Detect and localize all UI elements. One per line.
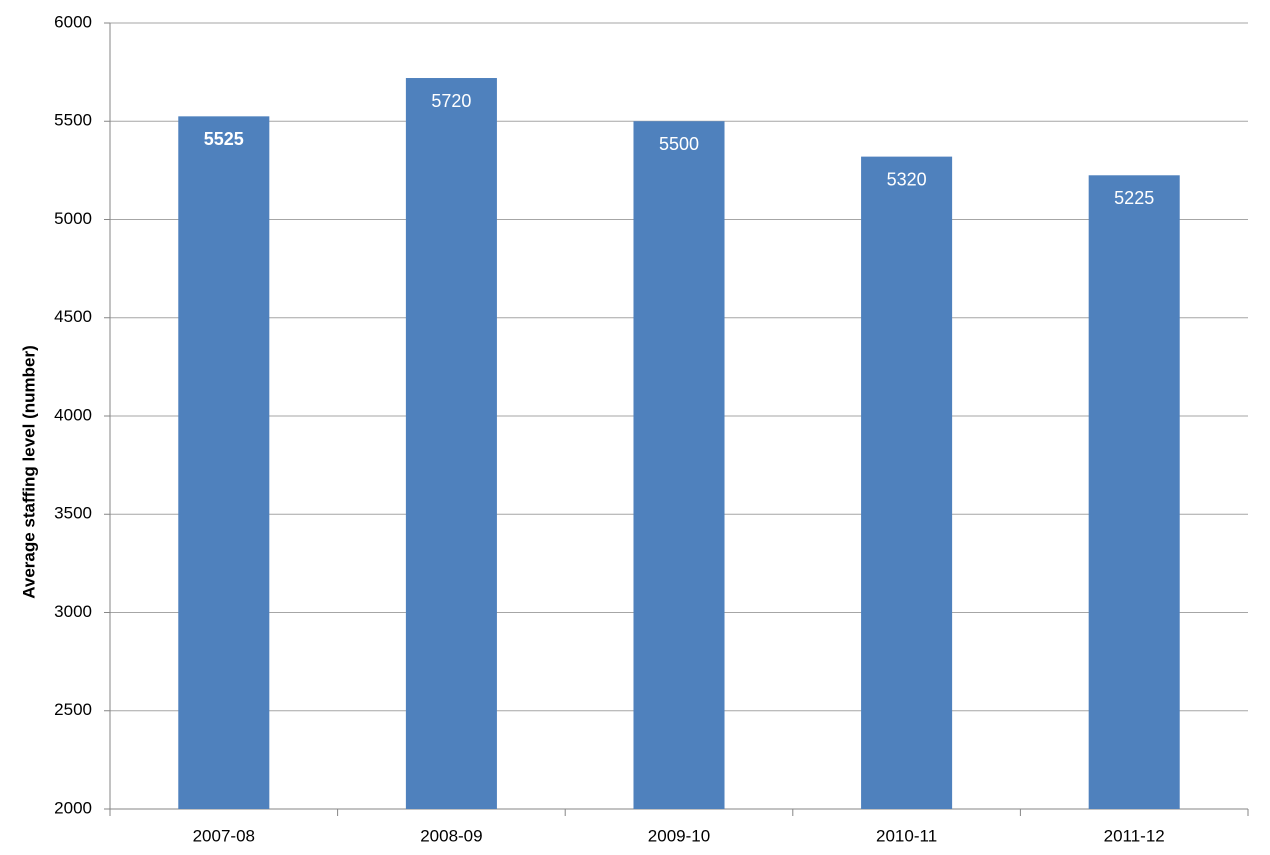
- x-tick-label: 2011-12: [1104, 826, 1165, 845]
- bar: [861, 156, 953, 809]
- x-tick-label: 2008-09: [420, 826, 482, 845]
- x-tick-label: 2009-10: [648, 826, 710, 845]
- data-label: 5500: [659, 134, 699, 154]
- x-tick-label: 2010-11: [876, 826, 937, 845]
- bar: [178, 116, 270, 809]
- y-tick-label: 3000: [54, 602, 92, 621]
- y-tick-label: 5000: [54, 209, 92, 228]
- x-tick-label: 2007-08: [193, 826, 255, 845]
- y-tick-label: 4000: [54, 405, 92, 424]
- data-label: 5720: [431, 91, 471, 111]
- data-label: 5320: [887, 169, 927, 189]
- y-tick-label: 5500: [54, 111, 92, 130]
- y-tick-label: 3500: [54, 504, 92, 523]
- data-label: 5225: [1114, 188, 1154, 208]
- y-tick-label: 2500: [54, 700, 92, 719]
- data-label: 5525: [204, 129, 244, 149]
- bar: [633, 121, 725, 809]
- y-tick-label: 4500: [54, 307, 92, 326]
- bar: [1088, 175, 1180, 810]
- y-tick-label: 6000: [54, 12, 92, 31]
- bar: [405, 78, 497, 809]
- y-tick-label: 2000: [54, 798, 92, 817]
- y-axis-label: Average staffing level (number): [19, 345, 38, 599]
